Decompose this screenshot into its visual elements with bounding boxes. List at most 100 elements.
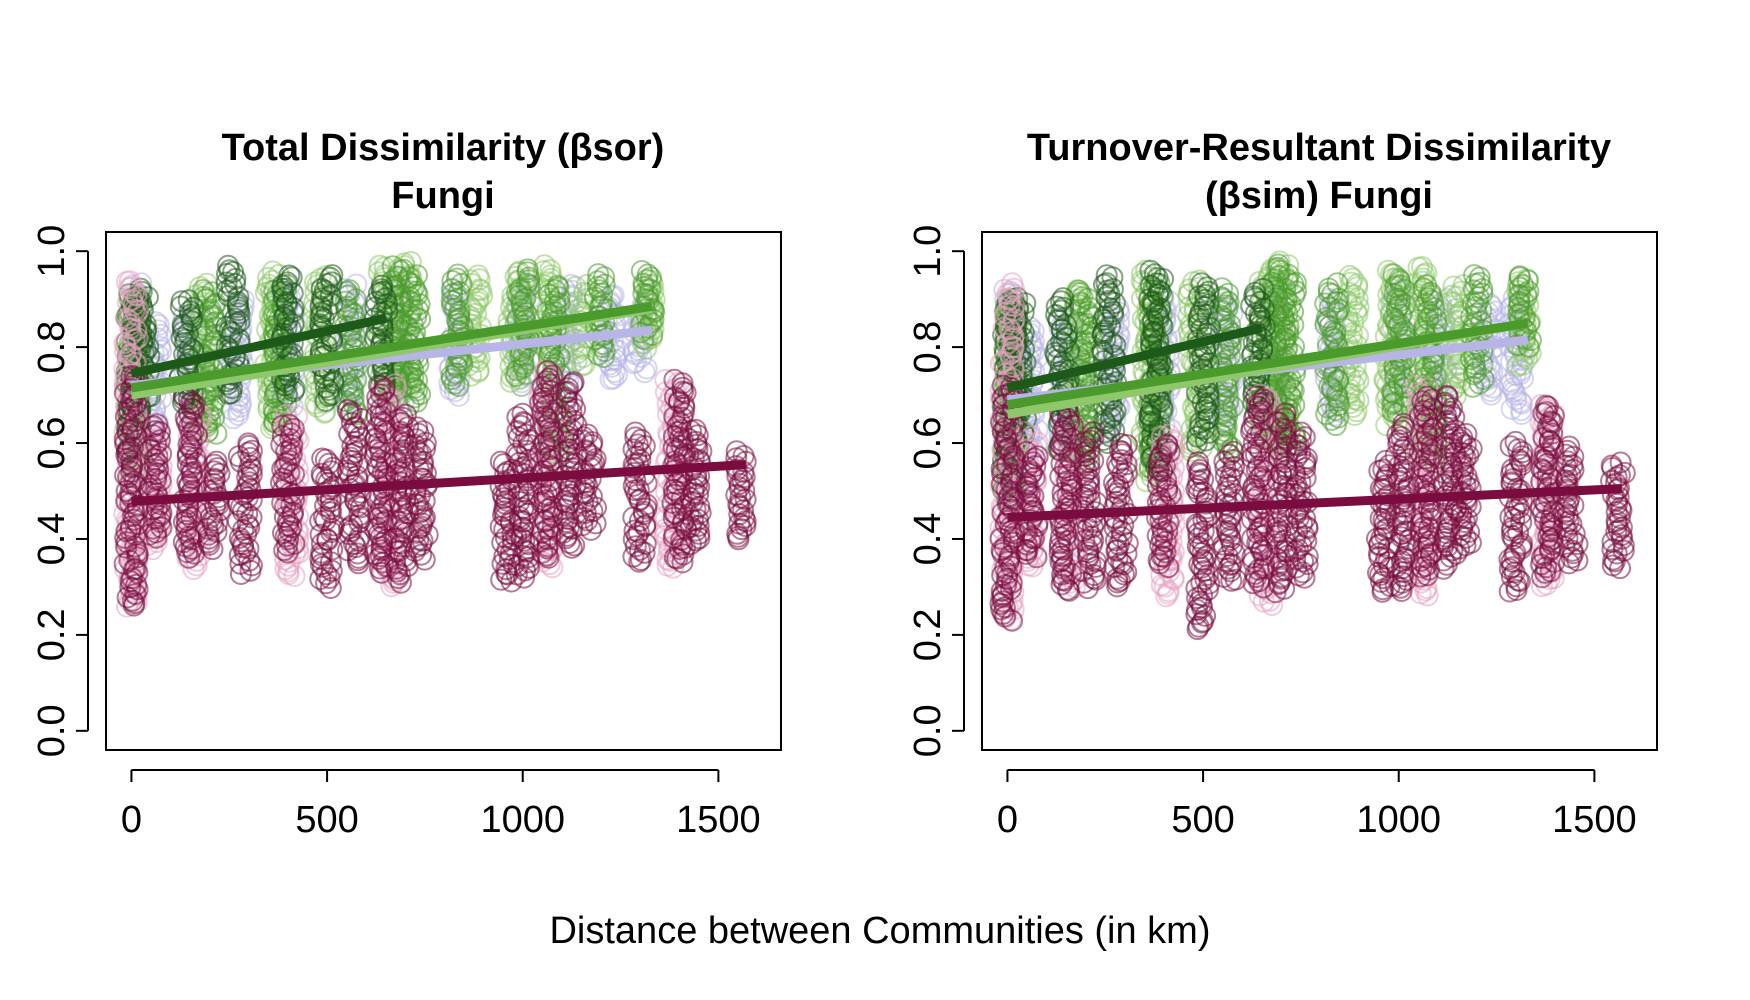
data-point (554, 410, 577, 433)
data-point (118, 277, 141, 300)
y-axis: 0.00.20.40.60.81.0 (31, 225, 89, 757)
data-point (1318, 296, 1341, 319)
data-point (1180, 440, 1203, 463)
data-point (566, 342, 589, 365)
data-point (580, 518, 603, 541)
data-point (1052, 296, 1075, 319)
data-point (309, 305, 332, 328)
data-point (1500, 370, 1523, 393)
data-point (684, 498, 707, 521)
data-point (1324, 414, 1347, 437)
data-point (319, 577, 342, 599)
data-point (535, 394, 558, 417)
data-point (1194, 288, 1217, 311)
data-point (444, 362, 467, 385)
data-point (215, 271, 238, 294)
data-point (125, 319, 148, 342)
data-point (507, 554, 530, 577)
data-point (150, 516, 173, 539)
data-point (447, 375, 470, 398)
data-point (513, 529, 536, 552)
x-tick-label: 1000 (480, 799, 565, 841)
data-point (315, 572, 338, 595)
panel-subtitle: (βsim) Fungi (1205, 175, 1433, 217)
data-point (491, 552, 514, 575)
data-point (411, 458, 434, 481)
data-point (1512, 274, 1534, 296)
x-tick-label: 1500 (676, 799, 761, 841)
data-point (727, 528, 750, 551)
data-point (192, 279, 215, 301)
data-point (410, 543, 433, 566)
panel-title: Total Dissimilarity (βsor) (222, 127, 665, 169)
data-point (1387, 295, 1410, 318)
data-point (1510, 403, 1533, 425)
data-point (317, 384, 340, 407)
data-point (282, 417, 305, 440)
trend-line (130, 301, 653, 393)
data-point (149, 505, 172, 527)
data-point (413, 548, 436, 571)
data-point (1320, 408, 1343, 431)
data-point (1216, 433, 1239, 456)
data-point (238, 549, 261, 572)
data-point (1277, 315, 1300, 338)
data-point (1327, 298, 1350, 321)
data-point (734, 488, 757, 511)
panel-total-dissimilarity: Total Dissimilarity (βsor) Fungi 0 500 100… (31, 127, 782, 841)
data-point (563, 534, 586, 557)
x-tick-label: 0 (121, 799, 142, 841)
data-point (1275, 287, 1298, 310)
data-point (679, 533, 702, 555)
data-point (635, 337, 658, 360)
data-point (366, 393, 389, 416)
data-point (1102, 303, 1125, 326)
data-point (628, 550, 651, 573)
data-point (536, 544, 559, 567)
data-point (125, 303, 148, 326)
scatter-points (113, 251, 757, 618)
data-point (1465, 361, 1488, 384)
data-point (537, 546, 560, 569)
data-point (666, 480, 689, 503)
data-point (732, 499, 755, 522)
trend-lines (130, 301, 747, 507)
data-point (273, 539, 296, 562)
data-point (228, 302, 251, 325)
data-point (126, 561, 149, 584)
data-point (1104, 334, 1127, 357)
data-point (572, 506, 595, 529)
data-point (240, 439, 263, 462)
data-point (276, 534, 299, 557)
data-point (1517, 335, 1540, 358)
data-point (505, 365, 528, 388)
plot-frame (105, 231, 782, 751)
data-point (1197, 385, 1219, 408)
data-point (276, 309, 299, 332)
data-point (1462, 375, 1484, 398)
data-point (1382, 391, 1405, 414)
data-point (686, 472, 709, 495)
data-point (283, 565, 306, 587)
data-point (208, 462, 231, 485)
data-point (405, 445, 428, 468)
data-point (1420, 360, 1443, 383)
data-point (142, 517, 165, 540)
data-point (115, 480, 138, 502)
data-point (315, 563, 338, 586)
x-tick-label: 500 (295, 799, 358, 841)
data-point (599, 368, 622, 391)
data-point (1190, 272, 1213, 295)
data-point (1388, 313, 1411, 336)
data-point (205, 450, 228, 473)
data-point (1194, 429, 1217, 452)
data-point (1139, 259, 1162, 282)
data-point (1500, 397, 1523, 420)
data-point (276, 541, 299, 564)
data-point (120, 389, 143, 412)
data-point (1342, 396, 1364, 418)
y-tick-label: 0.0 (31, 704, 73, 757)
data-point (734, 515, 757, 537)
trend-line (131, 460, 747, 507)
